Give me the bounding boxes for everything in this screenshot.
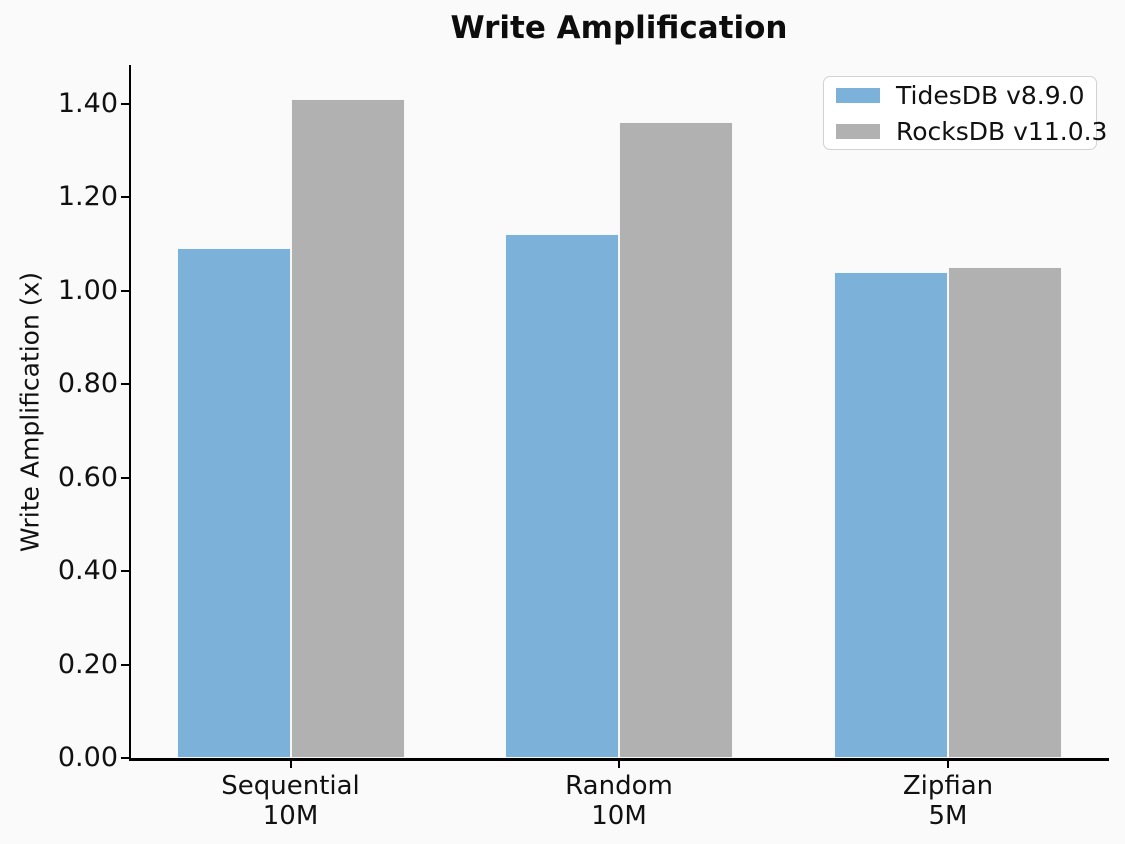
y-tick-mark-0.20 (121, 663, 130, 666)
x-tick-mark-zipfian (947, 760, 949, 768)
x-tick-label-sequential: Sequential 10M (121, 771, 461, 831)
category-label: Sequential (221, 771, 360, 801)
y-tick-label-0.40: 0.40 (57, 555, 118, 586)
y-tick-mark-0.00 (121, 757, 130, 759)
x-axis-spine (129, 758, 1109, 761)
category-label: Random (565, 771, 673, 801)
y-tick-label-1.00: 1.00 (57, 274, 118, 306)
x-tick-mark-random (618, 760, 620, 768)
bar-rocksdb-random (619, 122, 733, 758)
category-sublabel: 10M (591, 801, 647, 831)
y-tick-mark-1.00 (121, 289, 130, 292)
y-tick-mark-0.80 (121, 383, 130, 385)
legend-label-rocksdb: RocksDB v11.0.3 (896, 116, 1108, 146)
y-tick-label-0.60: 0.60 (57, 461, 118, 493)
chart-title: Write Amplification (450, 10, 788, 46)
y-axis-label: Write Amplification (x) (15, 271, 45, 553)
y-tick-mark-1.40 (121, 102, 130, 105)
y-tick-mark-1.20 (121, 196, 130, 198)
legend-item-tidesdb: TidesDB v8.9.0 (836, 81, 1084, 110)
y-tick-mark-0.60 (121, 476, 130, 479)
y-tick-mark-0.40 (121, 570, 130, 572)
y-tick-label-0.20: 0.20 (57, 648, 118, 680)
x-tick-mark-sequential (289, 760, 292, 768)
y-tick-label-0.00: 0.00 (57, 742, 118, 773)
bar-rocksdb-sequential (290, 98, 405, 758)
category-sublabel: 10M (262, 801, 319, 831)
y-tick-label-1.20: 1.20 (57, 181, 118, 212)
bar-rocksdb-zipfian (948, 267, 1062, 758)
legend: TidesDB v8.9.0 RocksDB v11.0.3 (823, 76, 1107, 150)
legend-item-rocksdb: RocksDB v11.0.3 (836, 117, 1107, 146)
bar-tidesdb-zipfian (834, 271, 948, 758)
legend-label-tidesdb: TidesDB v8.9.0 (896, 80, 1085, 110)
category-sublabel: 5M (928, 801, 968, 831)
x-tick-label-zipfian: Zipfian 5M (778, 771, 1118, 831)
category-label: Zipfian (902, 771, 994, 801)
legend-swatch-tidesdb (836, 87, 880, 103)
y-tick-label-1.40: 1.40 (57, 87, 118, 119)
y-axis-spine (129, 65, 131, 760)
bar-tidesdb-sequential (176, 248, 291, 758)
bar-tidesdb-random (505, 234, 619, 758)
x-tick-label-random: Random 10M (449, 771, 789, 831)
y-tick-label-0.80: 0.80 (57, 368, 118, 399)
legend-swatch-rocksdb (836, 123, 880, 139)
